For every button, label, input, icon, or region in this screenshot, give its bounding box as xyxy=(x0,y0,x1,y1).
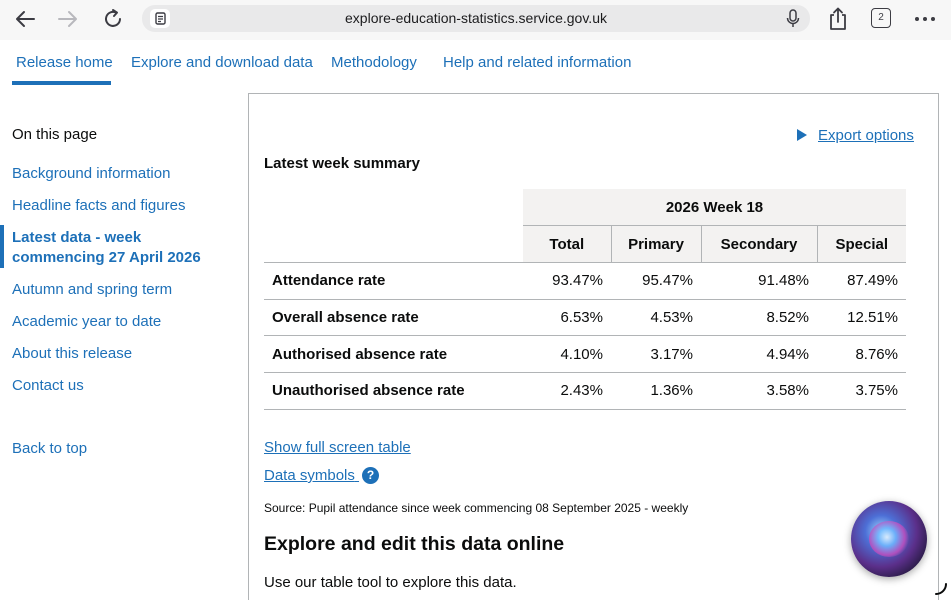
table-cell: 91.48% xyxy=(701,262,817,300)
table-caption: Latest week summary xyxy=(264,155,420,172)
browser-toolbar: explore-education-statistics.service.gov… xyxy=(0,0,951,40)
question-icon: ? xyxy=(362,467,380,484)
tabs-button[interactable]: 2 xyxy=(871,8,891,28)
sidebar-item-background[interactable]: Background information xyxy=(12,165,171,182)
table-cell: 3.17% xyxy=(611,335,701,373)
tab-help[interactable]: Help and related information xyxy=(443,54,632,71)
table-cell: 2.43% xyxy=(523,372,611,410)
sidebar-item-academic-year[interactable]: Academic year to date xyxy=(12,313,162,330)
page-icon[interactable] xyxy=(150,9,170,28)
sidebar-item-about[interactable]: About this release xyxy=(12,345,133,362)
table-cell: 95.47% xyxy=(611,262,701,300)
table-row: Unauthorised absence rate 2.43% 1.36% 3.… xyxy=(264,372,906,410)
sidebar-item-headline[interactable]: Headline facts and figures xyxy=(12,197,186,214)
sidebar-item-label: commencing 27 April 2026 xyxy=(12,249,201,266)
sidebar-active-indicator xyxy=(0,225,4,268)
sidebar-item-contact[interactable]: Contact us xyxy=(12,377,84,394)
table-row: Authorised absence rate 4.10% 3.17% 4.94… xyxy=(264,335,906,373)
back-icon[interactable] xyxy=(10,4,40,34)
tab-release-home[interactable]: Release home xyxy=(16,54,113,71)
export-options-label: Export options xyxy=(818,127,914,144)
column-header: Total xyxy=(523,225,611,263)
triangle-right-icon xyxy=(797,129,807,141)
sidebar-item-label: Latest data - week xyxy=(12,229,142,246)
share-icon[interactable] xyxy=(823,4,853,34)
table-cell: 4.10% xyxy=(523,335,611,373)
address-bar[interactable]: explore-education-statistics.service.gov… xyxy=(142,5,810,32)
back-to-top-link[interactable]: Back to top xyxy=(12,440,88,457)
latest-week-summary-table: 2026 Week 18 Total Primary Secondary Spe… xyxy=(264,189,906,410)
table-cell: 4.53% xyxy=(611,299,701,337)
row-header: Unauthorised absence rate xyxy=(264,372,523,410)
table-source: Source: Pupil attendance since week comm… xyxy=(264,501,689,515)
resize-corner-icon xyxy=(934,582,948,600)
table-cell: 12.51% xyxy=(817,299,906,337)
table-cell: 8.52% xyxy=(701,299,817,337)
table-cell: 4.94% xyxy=(701,335,817,373)
table-corner xyxy=(264,225,523,263)
table-cell: 3.58% xyxy=(701,372,817,410)
siri-glow xyxy=(869,521,909,557)
more-icon[interactable] xyxy=(910,4,940,34)
column-group-header: 2026 Week 18 xyxy=(523,189,906,227)
table-row: Overall absence rate 6.53% 4.53% 8.52% 1… xyxy=(264,299,906,337)
table-cell: 1.36% xyxy=(611,372,701,410)
active-tab-indicator xyxy=(12,81,111,85)
sidebar-item-latest-data[interactable]: Latest data - week commencing 27 April 2… xyxy=(12,228,212,268)
column-header: Primary xyxy=(610,225,701,263)
siri-icon[interactable] xyxy=(851,501,927,577)
row-header: Attendance rate xyxy=(264,262,523,300)
sidebar-item-autumn-spring[interactable]: Autumn and spring term xyxy=(12,281,173,298)
export-options-toggle[interactable]: Export options xyxy=(797,127,914,144)
column-header: Secondary xyxy=(700,225,817,263)
reload-icon[interactable] xyxy=(98,4,128,34)
tab-explore-download[interactable]: Explore and download data xyxy=(131,54,313,71)
section-text: Use our table tool to explore this data. xyxy=(264,574,517,591)
release-content-panel xyxy=(248,93,939,600)
section-heading: Explore and edit this data online xyxy=(264,533,565,555)
table-cell: 3.75% xyxy=(817,372,906,410)
table-cell: 6.53% xyxy=(523,299,611,337)
data-symbols-label: Data symbols xyxy=(264,467,355,484)
url-text: explore-education-statistics.service.gov… xyxy=(345,10,607,26)
table-cell: 93.47% xyxy=(523,262,611,300)
tab-methodology[interactable]: Methodology xyxy=(331,54,417,71)
column-header: Special xyxy=(816,225,906,263)
release-nav: Release home Explore and download data M… xyxy=(0,40,951,86)
on-this-page-heading: On this page xyxy=(12,126,98,143)
table-row: Attendance rate 93.47% 95.47% 91.48% 87.… xyxy=(264,262,906,300)
table-corner xyxy=(264,189,523,226)
row-header: Authorised absence rate xyxy=(264,335,523,373)
show-full-screen-table-link[interactable]: Show full screen table xyxy=(264,439,411,456)
microphone-icon[interactable] xyxy=(786,9,800,34)
row-header: Overall absence rate xyxy=(264,299,523,337)
data-symbols-link[interactable]: Data symbols ? xyxy=(264,467,380,484)
table-cell: 8.76% xyxy=(817,335,906,373)
forward-icon[interactable] xyxy=(53,4,83,34)
table-cell: 87.49% xyxy=(817,262,906,300)
